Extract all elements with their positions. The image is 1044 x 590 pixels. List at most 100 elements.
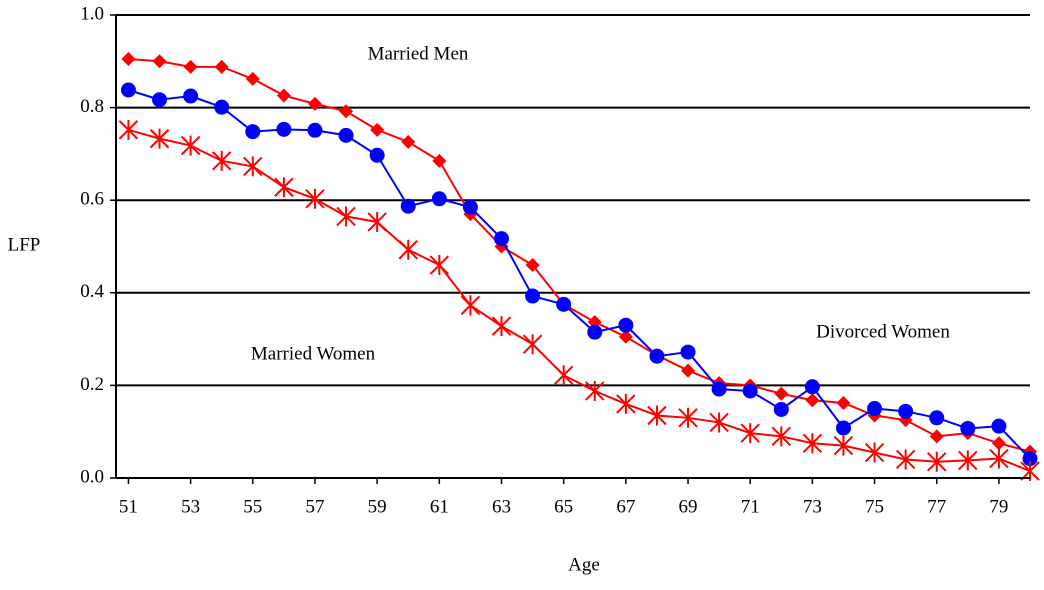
point bbox=[991, 418, 1007, 434]
point bbox=[152, 92, 168, 108]
series-markers bbox=[120, 82, 1038, 467]
point bbox=[771, 426, 792, 447]
point bbox=[802, 433, 823, 454]
point bbox=[120, 82, 136, 98]
x-tick-label: 71 bbox=[741, 496, 760, 517]
point bbox=[585, 380, 605, 401]
point bbox=[149, 128, 170, 149]
point bbox=[180, 135, 201, 156]
point bbox=[431, 191, 447, 207]
point bbox=[525, 258, 540, 273]
point bbox=[774, 386, 789, 401]
series-annotation: Married Men bbox=[368, 43, 469, 64]
series-line bbox=[128, 89, 1031, 460]
point bbox=[307, 96, 322, 111]
point bbox=[336, 206, 356, 227]
point bbox=[678, 407, 698, 428]
point bbox=[649, 348, 665, 364]
point bbox=[369, 147, 385, 163]
point bbox=[929, 429, 944, 444]
point bbox=[339, 104, 354, 119]
y-tick-label: 0.4 bbox=[80, 281, 104, 302]
series-annotation: Married Women bbox=[251, 343, 376, 364]
series-line bbox=[128, 128, 1031, 472]
y-axis-label: LFP bbox=[8, 234, 41, 255]
point bbox=[929, 410, 945, 426]
point bbox=[243, 156, 263, 177]
point bbox=[991, 436, 1006, 451]
point bbox=[587, 314, 602, 329]
x-tick-label: 59 bbox=[368, 496, 387, 517]
point bbox=[118, 119, 139, 140]
point bbox=[183, 59, 198, 74]
series-annotation: Divorced Women bbox=[816, 321, 950, 342]
x-tick-label: 73 bbox=[803, 496, 822, 517]
point bbox=[307, 122, 323, 138]
point bbox=[867, 401, 883, 417]
point bbox=[647, 405, 667, 426]
point bbox=[616, 393, 636, 414]
point bbox=[804, 379, 820, 395]
point bbox=[525, 288, 541, 304]
point bbox=[711, 381, 727, 397]
point bbox=[864, 442, 885, 463]
point bbox=[740, 423, 760, 444]
point bbox=[367, 211, 387, 232]
point bbox=[960, 420, 976, 436]
y-tick-label: 0.8 bbox=[80, 96, 104, 117]
x-tick-label: 53 bbox=[181, 496, 200, 517]
point bbox=[400, 198, 416, 214]
point bbox=[460, 295, 481, 316]
point bbox=[401, 134, 416, 149]
point bbox=[742, 383, 758, 399]
series-line bbox=[128, 57, 1031, 453]
x-tick-label: 67 bbox=[616, 496, 635, 517]
y-tick-label: 0.6 bbox=[80, 189, 104, 210]
point bbox=[211, 150, 232, 171]
point bbox=[276, 88, 291, 103]
x-tick-label: 69 bbox=[679, 496, 698, 517]
point bbox=[245, 71, 260, 86]
x-tick-label: 79 bbox=[989, 496, 1008, 517]
point bbox=[370, 122, 385, 137]
point bbox=[276, 121, 292, 137]
x-tick-label: 77 bbox=[927, 496, 946, 517]
y-tick-label: 0.0 bbox=[80, 466, 104, 487]
point bbox=[587, 324, 603, 340]
x-tick-label: 57 bbox=[305, 496, 324, 517]
point bbox=[1022, 451, 1038, 467]
point bbox=[618, 317, 634, 333]
point bbox=[709, 412, 729, 433]
point bbox=[493, 231, 509, 247]
point bbox=[681, 363, 696, 378]
point bbox=[491, 316, 512, 337]
x-axis-label: Age bbox=[568, 554, 600, 575]
point bbox=[245, 124, 261, 140]
x-tick-label: 75 bbox=[865, 496, 884, 517]
point bbox=[214, 59, 229, 74]
x-tick-label: 55 bbox=[243, 496, 262, 517]
point bbox=[989, 448, 1009, 469]
point bbox=[152, 54, 167, 69]
point bbox=[305, 188, 325, 209]
x-tick-label: 51 bbox=[119, 496, 138, 517]
y-tick-label: 1.0 bbox=[80, 3, 104, 24]
point bbox=[462, 199, 478, 215]
point bbox=[618, 329, 633, 344]
point bbox=[556, 296, 572, 312]
point bbox=[835, 420, 851, 436]
point bbox=[958, 450, 978, 471]
point bbox=[429, 255, 450, 276]
point bbox=[553, 365, 574, 386]
point bbox=[432, 153, 447, 168]
point bbox=[522, 334, 543, 355]
x-tick-label: 61 bbox=[430, 496, 449, 517]
point bbox=[836, 395, 851, 410]
series-markers bbox=[118, 119, 1040, 482]
x-tick-label: 65 bbox=[554, 496, 573, 517]
point bbox=[805, 393, 820, 408]
point bbox=[121, 51, 136, 66]
point bbox=[927, 451, 947, 472]
point bbox=[183, 88, 199, 104]
